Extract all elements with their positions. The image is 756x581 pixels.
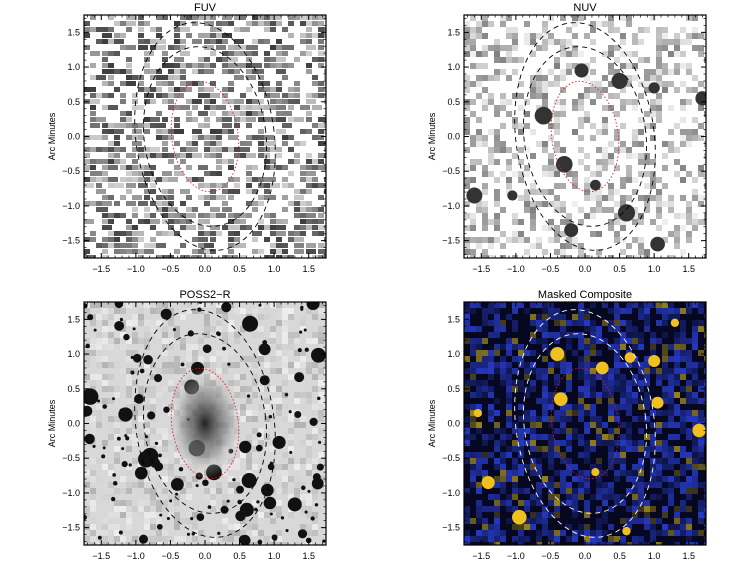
y-tick-label: 1.5: [447, 314, 460, 324]
y-tick-label: 0.5: [67, 97, 80, 107]
y-tick-label: −0.5: [442, 453, 460, 463]
y-tick-label: −1.0: [442, 201, 460, 211]
x-tick-label: −1.5: [92, 264, 110, 274]
y-tick-label: −1.0: [62, 201, 80, 211]
panel-comp: −1.5 −1.0 −0.5 0.0 0.5 1.0 1.5 −1.5 −1.0 −0.5 0.0 0…: [427, 289, 707, 561]
ellipse-outer: [134, 309, 276, 538]
y-tick-label: −0.5: [62, 453, 80, 463]
panel-image: [464, 302, 706, 545]
ellipse-outer: [514, 22, 656, 251]
x-tick-label: −1.5: [472, 264, 490, 274]
y-tick-label: 0.5: [67, 384, 80, 394]
x-tick-label: −1.0: [127, 551, 145, 561]
x-tick-label: −0.5: [162, 264, 180, 274]
y-tick-label: −1.5: [62, 236, 80, 246]
ellipse-mid: [523, 46, 647, 227]
x-tick-label: −1.0: [127, 264, 145, 274]
x-tick-label: 0.5: [233, 264, 246, 274]
y-tick-label: 1.5: [67, 27, 80, 37]
x-tick-label: −0.5: [542, 551, 560, 561]
x-tick-label: 0.5: [233, 551, 246, 561]
panel-fuv: −1.5 −1.0 −0.5 0.0 0.5 1.0 1.5 −1.5 −1.0 −0.5 0.0 0…: [47, 2, 327, 274]
y-tick-label: 1.5: [67, 314, 80, 324]
panel-image: [84, 15, 326, 258]
y-axis-label: Arc Minutes: [427, 112, 437, 160]
y-tick-label: −0.5: [442, 166, 460, 176]
x-tick-label: 1.0: [268, 264, 281, 274]
y-tick-label: 0.5: [447, 97, 460, 107]
panel-image: [464, 15, 706, 258]
ellipse-inner-red: [550, 367, 620, 480]
y-tick-label: 1.0: [67, 62, 80, 72]
x-tick-label: 0.5: [613, 264, 626, 274]
panel-title: NUV: [573, 2, 597, 14]
y-tick-label: −1.5: [442, 523, 460, 533]
ellipse-mid: [143, 333, 267, 514]
x-tick-label: −1.5: [92, 551, 110, 561]
x-tick-label: 1.5: [302, 264, 315, 274]
ellipse-inner-red: [170, 80, 240, 193]
x-tick-label: −1.5: [472, 551, 490, 561]
x-tick-label: 1.0: [648, 264, 661, 274]
x-tick-label: 0.0: [199, 264, 212, 274]
y-tick-label: −1.5: [442, 236, 460, 246]
x-tick-label: −1.0: [507, 551, 525, 561]
y-tick-label: −1.5: [62, 523, 80, 533]
y-tick-label: 0.0: [67, 419, 80, 429]
x-tick-label: 1.5: [302, 551, 315, 561]
panel-title: POSS2−R: [179, 289, 230, 301]
y-tick-label: 0.0: [447, 132, 460, 142]
panel-image: [84, 302, 326, 545]
x-tick-label: 1.0: [268, 551, 281, 561]
panel-title: Masked Composite: [538, 289, 632, 301]
x-tick-label: −0.5: [162, 551, 180, 561]
y-tick-label: 1.5: [447, 27, 460, 37]
x-tick-label: −1.0: [507, 264, 525, 274]
y-axis-label: Arc Minutes: [427, 399, 437, 447]
y-tick-label: 0.0: [447, 419, 460, 429]
panel-nuv: −1.5 −1.0 −0.5 0.0 0.5 1.0 1.5 −1.5 −1.0 −0.5 0.0 0…: [427, 2, 707, 274]
y-axis-label: Arc Minutes: [47, 399, 57, 447]
panel-title: FUV: [194, 2, 217, 14]
ellipse-inner-red: [170, 367, 240, 480]
y-tick-label: −1.0: [442, 488, 460, 498]
x-tick-label: 0.0: [579, 264, 592, 274]
ellipse-outer: [134, 22, 276, 251]
x-tick-label: 1.0: [648, 551, 661, 561]
ellipse-mid: [523, 333, 647, 514]
panel-poss: −1.5 −1.0 −0.5 0.0 0.5 1.0 1.5 −1.5 −1.0 −0.5 0.0 0…: [47, 289, 327, 561]
x-tick-label: 0.0: [579, 551, 592, 561]
y-tick-label: 0.5: [447, 384, 460, 394]
y-tick-label: −0.5: [62, 166, 80, 176]
y-tick-label: −1.0: [62, 488, 80, 498]
x-tick-label: −0.5: [542, 264, 560, 274]
x-tick-label: 1.5: [682, 551, 695, 561]
y-axis-label: Arc Minutes: [47, 112, 57, 160]
y-tick-label: 1.0: [447, 349, 460, 359]
y-tick-label: 1.0: [447, 62, 460, 72]
ellipse-mid: [143, 46, 267, 227]
y-tick-label: 0.0: [67, 132, 80, 142]
ellipse-inner-red: [550, 80, 620, 193]
ellipse-outer: [514, 309, 656, 538]
x-tick-label: 0.0: [199, 551, 212, 561]
x-tick-label: 1.5: [682, 264, 695, 274]
y-tick-label: 1.0: [67, 349, 80, 359]
x-tick-label: 0.5: [613, 551, 626, 561]
